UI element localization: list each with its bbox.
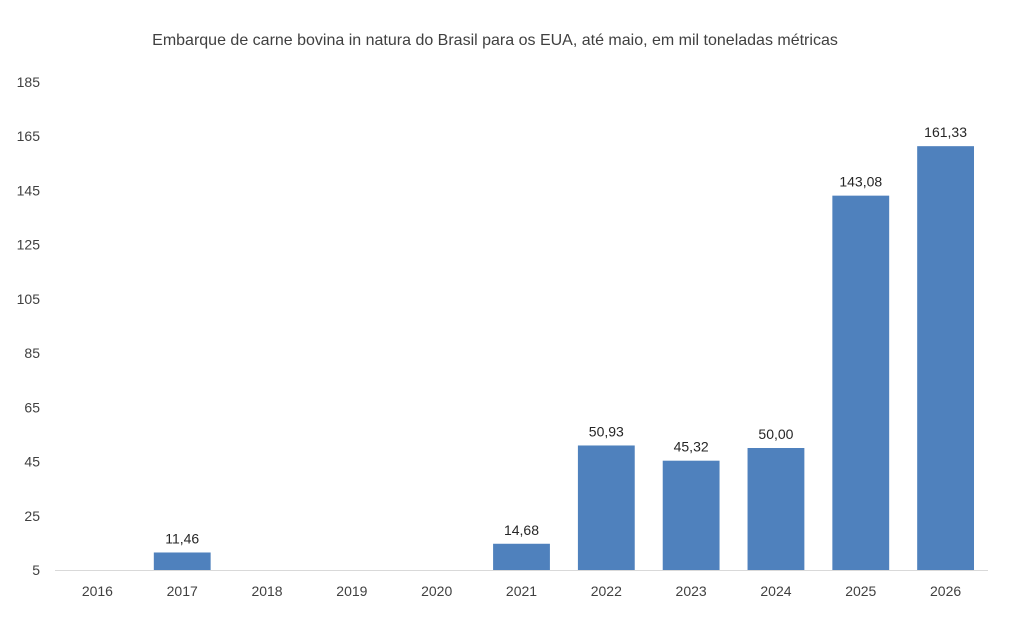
x-tick-label: 2024 [760, 583, 791, 599]
bar-2026 [917, 146, 975, 570]
bar-2022 [577, 445, 635, 570]
data-label-2025: 143,08 [839, 174, 882, 190]
bar-2025 [832, 195, 890, 570]
data-label-2023: 45,32 [674, 439, 709, 455]
bar-2023 [662, 460, 720, 570]
data-label-2017: 11,46 [165, 530, 199, 546]
x-tick-label: 2021 [506, 583, 537, 599]
x-tick-label: 2019 [336, 583, 367, 599]
y-tick-label: 65 [24, 399, 40, 415]
y-tick-label: 45 [24, 454, 40, 470]
data-label-2026: 161,33 [924, 124, 967, 140]
x-tick-label: 2025 [845, 583, 876, 599]
bar-series [153, 146, 975, 570]
x-tick-label: 2016 [82, 583, 113, 599]
x-tick-label: 2026 [930, 583, 961, 599]
data-label-2022: 50,93 [589, 423, 624, 439]
y-tick-label: 5 [32, 562, 40, 578]
data-label-2021: 14,68 [504, 522, 539, 538]
x-axis-tick-labels: 2016 2017 2018 2019 2020 2021 2022 2023 2024 2025… [82, 583, 962, 599]
data-label-2024: 50,00 [758, 426, 793, 442]
bar-2021 [493, 543, 550, 570]
x-tick-label: 2022 [591, 583, 622, 599]
chart-title: Embarque de carne bovina in natura do Br… [152, 32, 838, 49]
data-labels: 11,46 14,68 50,93 45,32 50,00 143,08 161,33 [165, 124, 967, 546]
y-tick-label: 105 [17, 291, 41, 307]
y-axis-tick-labels: 5 25 45 65 85 105 125 145 165 185 [17, 74, 41, 578]
y-tick-label: 165 [17, 128, 41, 144]
x-tick-label: 2018 [251, 583, 282, 599]
y-tick-label: 25 [24, 508, 40, 524]
x-tick-label: 2017 [167, 583, 198, 599]
x-tick-label: 2023 [676, 583, 707, 599]
y-tick-label: 145 [17, 182, 41, 198]
x-tick-label: 2020 [421, 583, 452, 599]
y-tick-label: 85 [24, 345, 40, 361]
bar-2024 [747, 448, 805, 570]
bar-2017 [153, 552, 211, 570]
y-tick-label: 125 [17, 237, 41, 253]
y-tick-label: 185 [17, 74, 41, 90]
